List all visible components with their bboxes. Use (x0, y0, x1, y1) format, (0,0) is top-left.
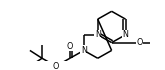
Text: N: N (123, 30, 129, 39)
Text: N: N (81, 46, 87, 55)
Text: O: O (67, 42, 73, 51)
Text: N: N (95, 30, 101, 39)
Text: O: O (136, 38, 143, 47)
Text: O: O (53, 62, 59, 70)
